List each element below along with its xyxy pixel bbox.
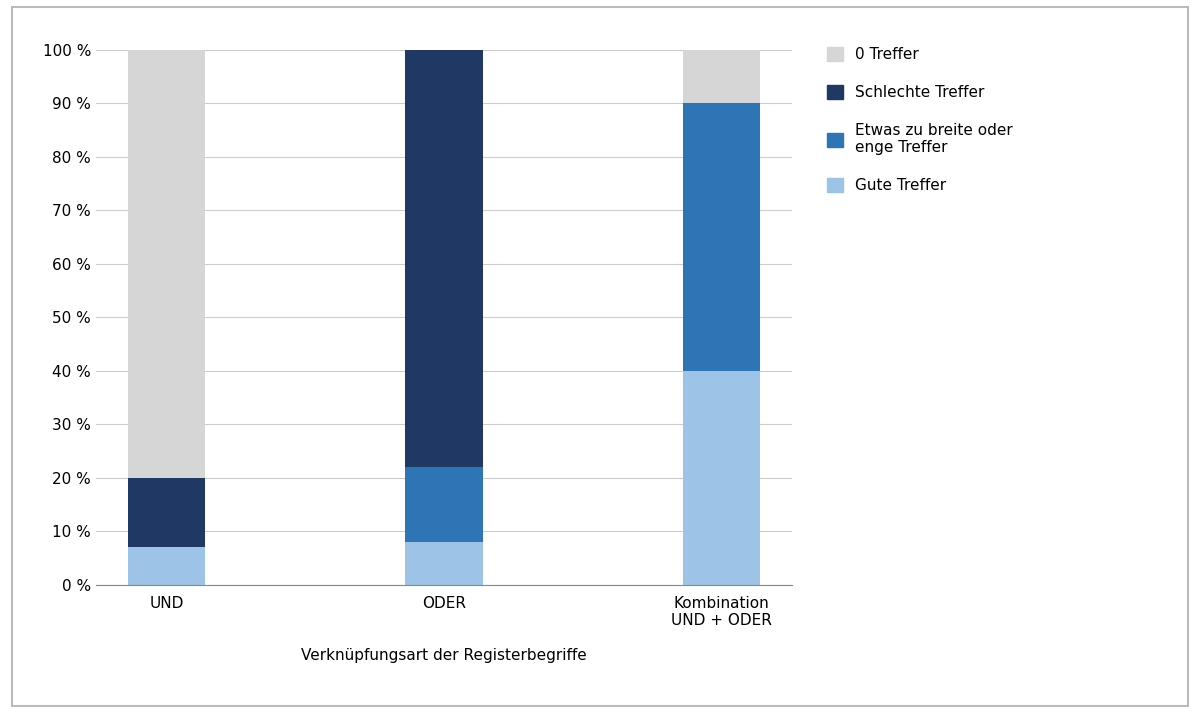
Bar [683, 103, 761, 371]
Bar [127, 548, 205, 585]
Bar [406, 50, 482, 467]
Bar [127, 50, 205, 478]
Bar [406, 542, 482, 585]
Bar [127, 478, 205, 548]
Bar [683, 371, 761, 585]
Bar [683, 50, 761, 103]
Legend: 0 Treffer, Schlechte Treffer, Etwas zu breite oder
enge Treffer, Gute Treffer: 0 Treffer, Schlechte Treffer, Etwas zu b… [828, 47, 1013, 193]
Bar [406, 467, 482, 542]
X-axis label: Verknüpfungsart der Registerbegriffe: Verknüpfungsart der Registerbegriffe [301, 647, 587, 662]
